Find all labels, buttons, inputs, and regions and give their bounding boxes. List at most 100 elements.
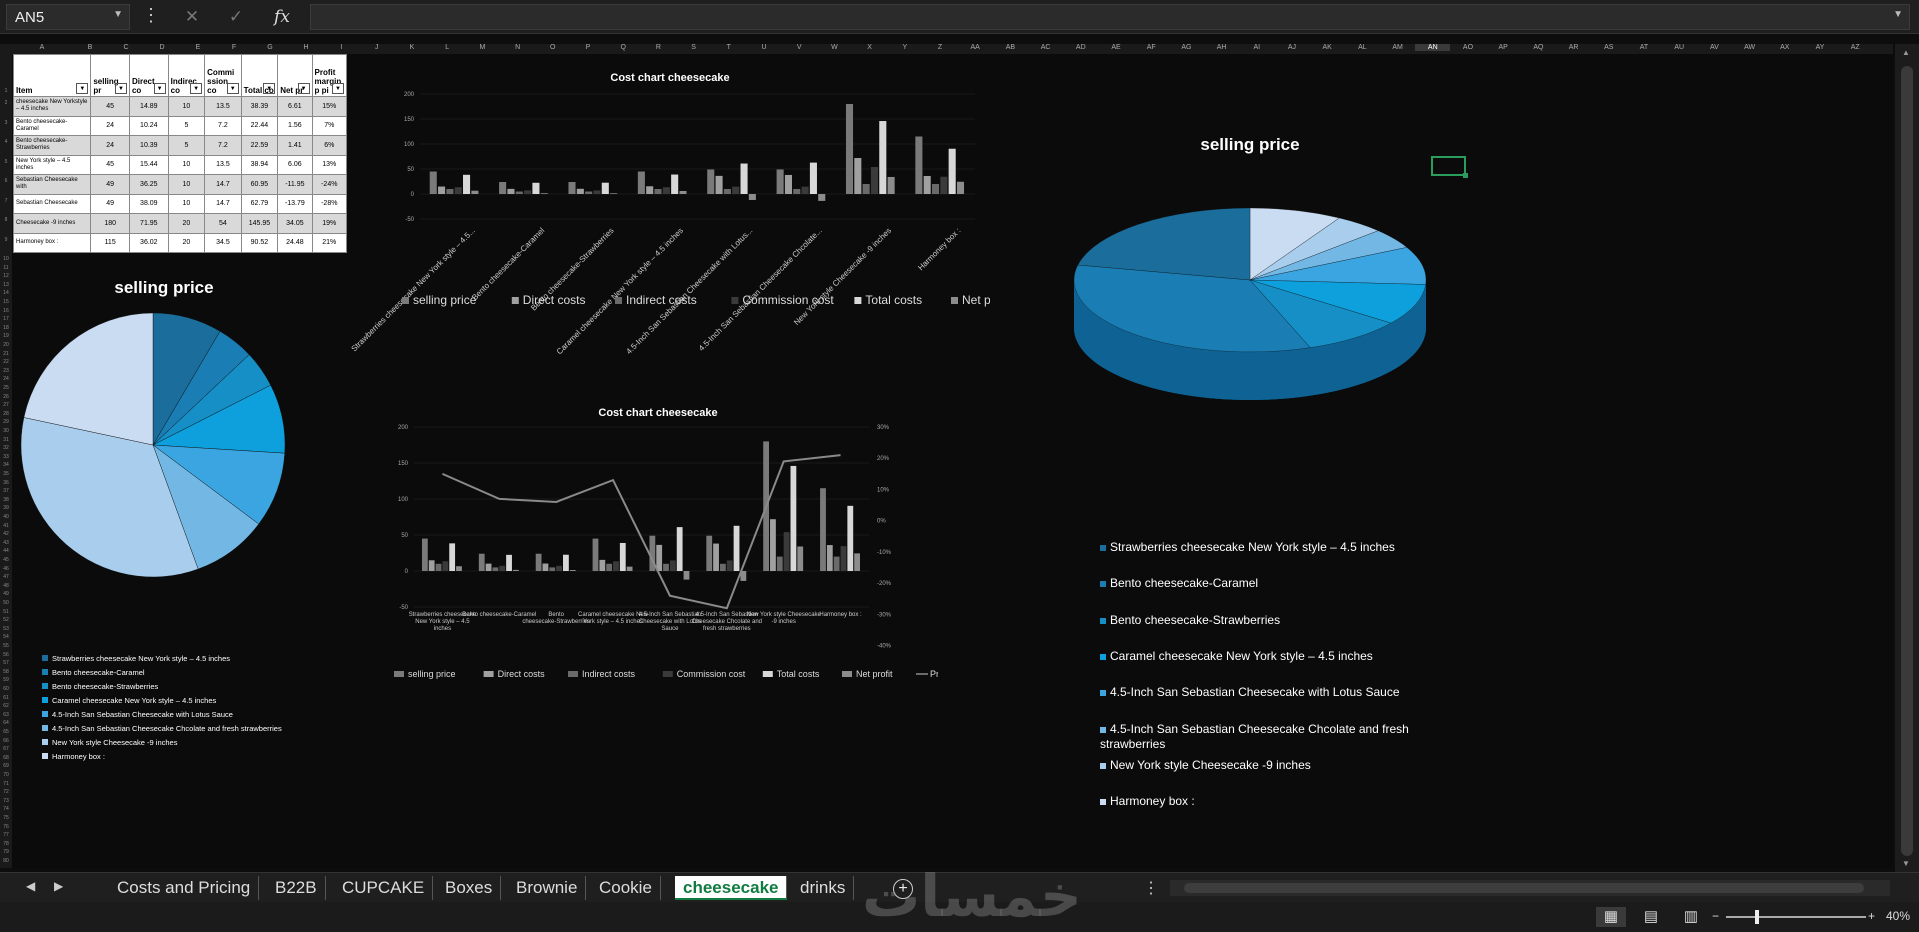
value-cell[interactable]: 5 — [167, 135, 206, 156]
row-header[interactable]: 48 — [3, 582, 9, 589]
pie-slice[interactable] — [1249, 247, 1427, 285]
more-tabs-icon[interactable]: ⋮ — [1143, 880, 1159, 897]
value-cell[interactable]: 24 — [90, 115, 130, 136]
value-cell[interactable]: 14.7 — [204, 193, 242, 214]
expand-formula-icon[interactable]: ▼ — [1893, 9, 1903, 20]
formula-input[interactable]: ▼ — [310, 4, 1910, 30]
bar-indirect-costs[interactable] — [776, 556, 783, 571]
row-header[interactable]: 59 — [3, 677, 9, 684]
value-cell[interactable]: 10.24 — [128, 115, 169, 136]
row-header[interactable]: 62 — [3, 703, 9, 710]
value-cell[interactable]: 180 — [90, 213, 130, 234]
column-header[interactable]: K — [409, 44, 415, 51]
column-header[interactable]: F — [231, 44, 237, 51]
row-headers[interactable]: 1 2 3 4 5 6 7 8 9 10 11 12 13 14 15 16 17 18 19 20 21 22 23 24 2… — [0, 54, 12, 868]
value-cell[interactable]: 20 — [167, 213, 206, 234]
column-header[interactable]: H — [303, 44, 309, 51]
bar-direct-costs[interactable] — [599, 559, 606, 571]
row-header[interactable]: 32 — [3, 445, 9, 452]
bar-selling-price[interactable] — [820, 488, 826, 571]
value-cell[interactable]: 6.61 — [277, 96, 313, 117]
row-header[interactable]: 26 — [3, 393, 9, 400]
bar-direct-costs[interactable] — [507, 188, 515, 194]
sheet-tab[interactable]: B22B — [267, 876, 326, 900]
more-options-icon[interactable]: ⋮ — [142, 5, 160, 25]
value-cell[interactable]: 38.39 — [240, 96, 279, 117]
row-header[interactable]: 23 — [3, 367, 9, 374]
row-header[interactable]: 10 — [3, 256, 9, 262]
selling-price-3d-pie-chart[interactable]: selling price Strawberries cheesecake Ne… — [1060, 130, 1440, 830]
row-header[interactable]: 74 — [3, 806, 9, 813]
column-header[interactable]: AD — [1075, 44, 1086, 51]
pie-slice[interactable] — [1249, 279, 1392, 348]
row-header[interactable]: 25 — [3, 385, 9, 391]
bar-direct-costs[interactable] — [485, 563, 492, 571]
zoom-slider-thumb[interactable] — [1755, 910, 1759, 924]
check-icon[interactable]: ✓ — [228, 7, 244, 26]
bar-indirect-costs[interactable] — [723, 189, 731, 194]
filter-dropdown-icon[interactable]: ▼ — [190, 83, 203, 94]
bar-total-costs[interactable] — [463, 174, 471, 194]
column-header[interactable]: X — [867, 44, 872, 51]
bar-commission-cost[interactable] — [726, 560, 733, 571]
row-header[interactable]: 49 — [3, 591, 9, 598]
row-header[interactable]: 53 — [3, 625, 9, 632]
bar-selling-price[interactable] — [421, 538, 428, 571]
value-cell[interactable]: 15.44 — [128, 154, 169, 175]
bar-indirect-costs[interactable] — [435, 563, 442, 571]
name-box[interactable]: AN5 ▼ — [6, 4, 130, 30]
column-header[interactable]: AO — [1462, 44, 1474, 51]
column-header-cell[interactable]: Profit margin p pi ▼ — [311, 54, 348, 97]
row-header[interactable]: 34 — [3, 462, 9, 469]
column-header[interactable]: U — [761, 44, 767, 51]
column-header[interactable]: AX — [1780, 44, 1790, 51]
row-header[interactable]: 39 — [3, 505, 9, 512]
row-header[interactable]: 46 — [3, 565, 9, 572]
value-cell[interactable]: -28% — [311, 193, 348, 214]
column-header[interactable]: J — [375, 44, 379, 51]
column-header[interactable]: AC — [1040, 44, 1051, 51]
row-header[interactable]: 77 — [3, 832, 9, 839]
row-header[interactable]: 42 — [3, 531, 9, 538]
row-header[interactable]: 69 — [3, 763, 9, 770]
column-header[interactable]: C — [123, 44, 129, 51]
bar-direct-costs[interactable] — [854, 158, 862, 194]
bar-direct-costs[interactable] — [923, 175, 931, 194]
pie-slice[interactable] — [1249, 207, 1340, 281]
zoom-level[interactable]: 40% — [1886, 909, 1911, 923]
bar-total-costs[interactable] — [809, 162, 817, 194]
value-cell[interactable]: 145.95 — [240, 213, 279, 234]
scroll-down-icon[interactable]: ▼ — [1902, 859, 1910, 868]
row-header[interactable]: 44 — [3, 548, 9, 555]
bar-direct-costs[interactable] — [656, 544, 663, 571]
bar-total-costs[interactable] — [740, 163, 748, 194]
row-header[interactable]: 35 — [3, 471, 9, 477]
bar-net-profit[interactable] — [740, 571, 747, 581]
value-cell[interactable]: 49 — [90, 193, 130, 214]
bar-direct-costs[interactable] — [542, 563, 549, 571]
bar-direct-costs[interactable] — [713, 543, 719, 571]
row-header[interactable]: 65 — [3, 729, 9, 735]
column-header[interactable]: G — [267, 44, 273, 51]
bar-total-costs[interactable] — [532, 182, 540, 194]
column-header[interactable]: AH — [1216, 44, 1227, 51]
normal-view-icon[interactable]: ▦ — [1596, 907, 1626, 927]
bar-direct-costs[interactable] — [715, 175, 723, 194]
column-header[interactable]: Q — [620, 44, 626, 51]
bar-net-profit[interactable] — [797, 546, 804, 571]
bar-commission-cost[interactable] — [442, 561, 449, 571]
row-header[interactable]: 57 — [3, 660, 9, 667]
bar-net-profit[interactable] — [748, 194, 756, 200]
bar-net-profit[interactable] — [610, 193, 618, 194]
column-header[interactable]: AS — [1604, 44, 1614, 51]
bar-total-costs[interactable] — [790, 465, 797, 571]
row-header[interactable]: 51 — [3, 608, 9, 615]
bar-commission-cost[interactable] — [801, 186, 809, 194]
bar-selling-price[interactable] — [915, 136, 923, 195]
row-header[interactable]: 2 — [4, 100, 8, 106]
bar-indirect-costs[interactable] — [515, 191, 523, 195]
row-header[interactable]: 11 — [3, 264, 9, 271]
row-header[interactable]: 63 — [3, 711, 9, 718]
bar-indirect-costs[interactable] — [663, 563, 669, 571]
value-cell[interactable]: -13.79 — [277, 193, 313, 214]
